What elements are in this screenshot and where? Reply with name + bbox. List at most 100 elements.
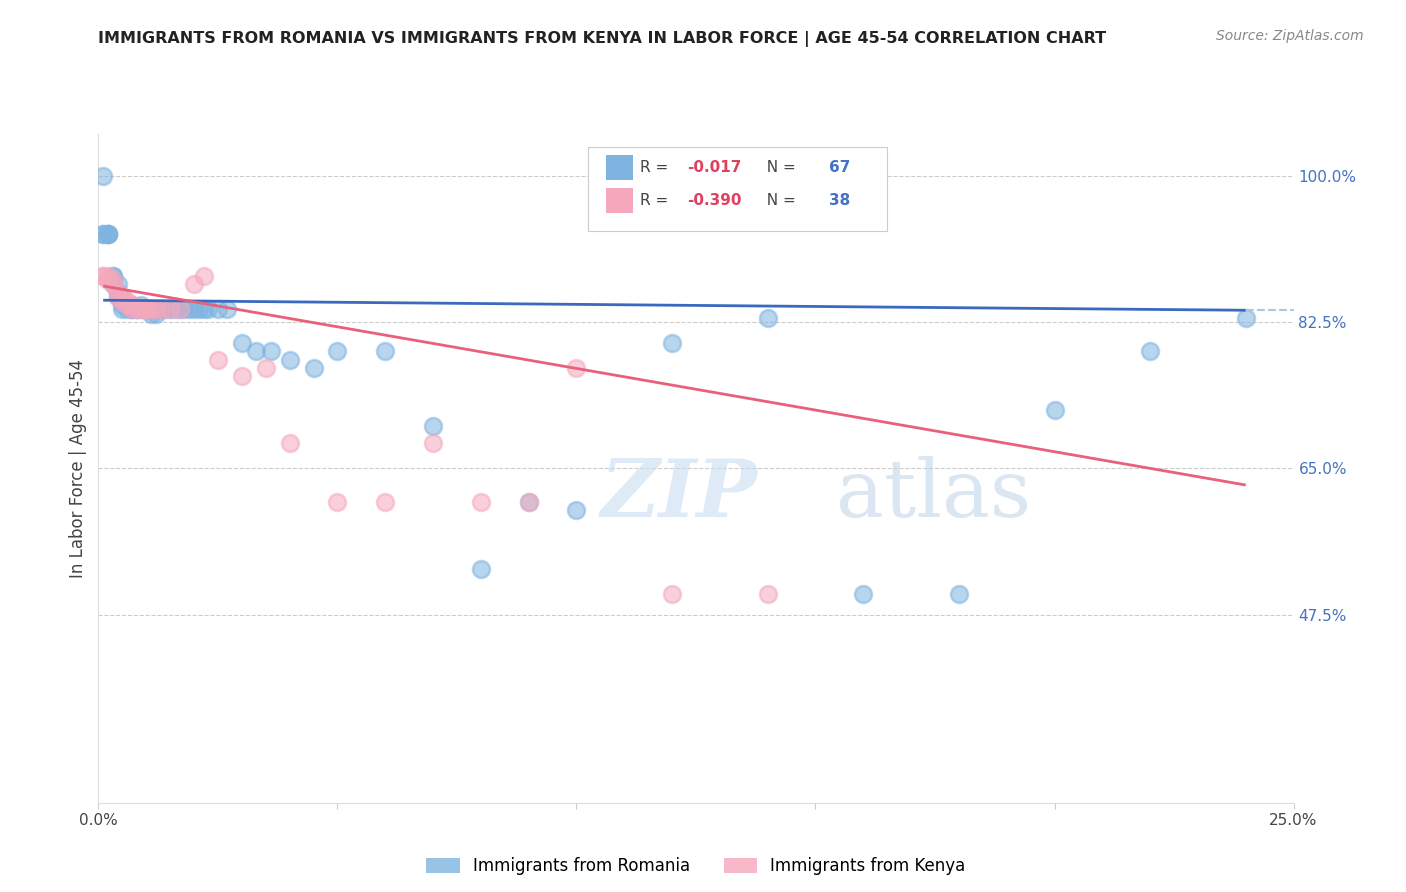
Y-axis label: In Labor Force | Age 45-54: In Labor Force | Age 45-54 xyxy=(69,359,87,578)
Point xyxy=(245,344,267,359)
Text: 38: 38 xyxy=(828,194,849,208)
Point xyxy=(111,290,134,304)
Point xyxy=(101,273,124,287)
Point xyxy=(121,298,143,312)
Point xyxy=(111,298,134,312)
Point xyxy=(169,302,191,317)
Point xyxy=(121,302,143,317)
Point xyxy=(1043,402,1066,417)
Point xyxy=(125,302,148,317)
Point xyxy=(145,302,167,317)
Text: atlas: atlas xyxy=(835,456,1031,534)
Point xyxy=(107,285,129,300)
Point xyxy=(91,227,114,241)
Point xyxy=(145,302,167,317)
Point xyxy=(155,302,177,317)
Point xyxy=(374,344,396,359)
Point xyxy=(278,436,301,450)
Bar xyxy=(606,154,633,180)
Point xyxy=(91,169,114,183)
Point xyxy=(91,227,114,241)
Point xyxy=(139,307,162,321)
Point xyxy=(1139,344,1161,359)
Point xyxy=(422,419,444,434)
Point xyxy=(115,298,138,312)
Point xyxy=(326,344,349,359)
Point xyxy=(173,302,195,317)
Point xyxy=(107,285,129,300)
Point xyxy=(422,436,444,450)
Point xyxy=(121,298,143,312)
Point xyxy=(125,302,148,317)
Point xyxy=(1234,310,1257,325)
Text: R =: R = xyxy=(640,160,673,175)
Point xyxy=(139,302,162,317)
Point xyxy=(121,302,143,317)
Point xyxy=(470,562,492,576)
Text: -0.017: -0.017 xyxy=(688,160,742,175)
Point xyxy=(101,273,124,287)
Point xyxy=(111,302,134,317)
Point xyxy=(179,302,201,317)
Point xyxy=(197,302,219,317)
Point xyxy=(97,268,120,283)
Point xyxy=(115,294,138,309)
Point xyxy=(948,587,970,601)
Text: N =: N = xyxy=(756,160,800,175)
Point xyxy=(111,294,134,309)
Point xyxy=(131,302,153,317)
Text: ZIP: ZIP xyxy=(600,457,758,533)
Point xyxy=(107,285,129,300)
Point xyxy=(207,352,229,367)
Point xyxy=(374,494,396,508)
Point xyxy=(107,290,129,304)
Point xyxy=(121,302,143,317)
Point xyxy=(259,344,281,359)
Point xyxy=(207,302,229,317)
Point xyxy=(97,227,120,241)
Point xyxy=(97,273,120,287)
Text: -0.390: -0.390 xyxy=(688,194,742,208)
Point xyxy=(217,302,239,317)
Point xyxy=(131,298,153,312)
Point xyxy=(159,302,181,317)
Point xyxy=(565,361,588,376)
Point xyxy=(661,587,683,601)
Point xyxy=(107,277,129,292)
Text: Source: ZipAtlas.com: Source: ZipAtlas.com xyxy=(1216,29,1364,43)
Point xyxy=(183,302,205,317)
Point xyxy=(97,227,120,241)
Point xyxy=(302,361,325,376)
Point xyxy=(101,277,124,292)
Point xyxy=(107,290,129,304)
Point xyxy=(97,227,120,241)
Point xyxy=(470,494,492,508)
Point xyxy=(193,302,215,317)
Point xyxy=(169,302,191,317)
Point xyxy=(139,302,162,317)
Point xyxy=(149,302,172,317)
Point xyxy=(756,310,779,325)
Point xyxy=(135,302,157,317)
Point xyxy=(115,302,138,317)
Point xyxy=(183,277,205,292)
Point xyxy=(187,302,209,317)
Point xyxy=(149,302,172,317)
Text: N =: N = xyxy=(756,194,800,208)
Text: IMMIGRANTS FROM ROMANIA VS IMMIGRANTS FROM KENYA IN LABOR FORCE | AGE 45-54 CORR: IMMIGRANTS FROM ROMANIA VS IMMIGRANTS FR… xyxy=(98,31,1107,47)
Point xyxy=(135,302,157,317)
Point xyxy=(135,302,157,317)
Point xyxy=(91,268,114,283)
Legend: Immigrants from Romania, Immigrants from Kenya: Immigrants from Romania, Immigrants from… xyxy=(420,850,972,881)
Point xyxy=(125,302,148,317)
Point xyxy=(101,268,124,283)
Point xyxy=(115,298,138,312)
Point xyxy=(115,298,138,312)
Point xyxy=(231,335,253,350)
Point xyxy=(101,277,124,292)
Text: R =: R = xyxy=(640,194,673,208)
Point xyxy=(254,361,277,376)
Point xyxy=(97,227,120,241)
Point xyxy=(145,307,167,321)
Point xyxy=(163,302,186,317)
